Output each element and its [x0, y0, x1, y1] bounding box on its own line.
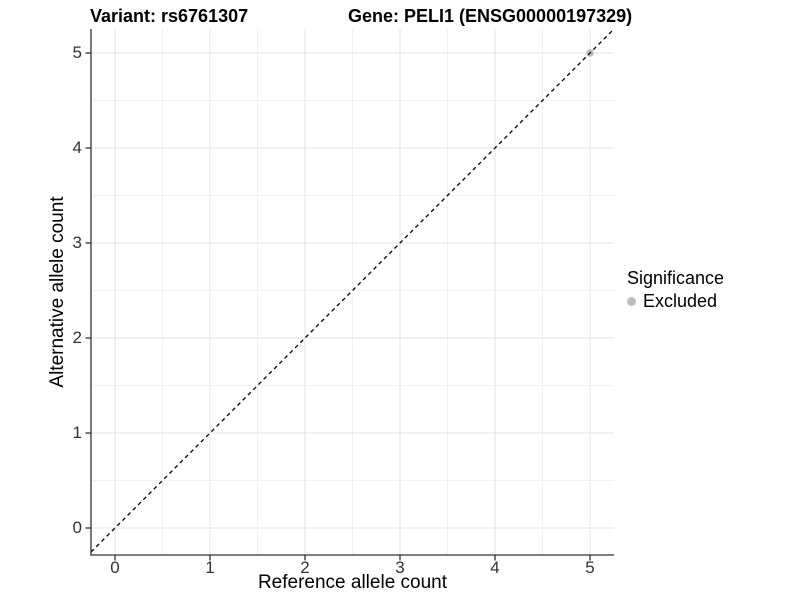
x-tick-label: 3 [395, 558, 405, 577]
y-tick-label: 5 [72, 43, 82, 62]
y-tick-label: 3 [72, 233, 82, 252]
legend: Significance Excluded [627, 268, 724, 311]
plot-title-gene: Gene: PELI1 (ENSG00000197329) [348, 6, 633, 26]
x-axis-title: Reference allele count [257, 572, 448, 593]
x-tick-label: 4 [490, 558, 500, 577]
legend-entry-label: Excluded [643, 291, 718, 311]
excluded-point-icon [627, 296, 636, 306]
identity-line [90, 28, 615, 553]
minor-gridlines [91, 29, 614, 555]
y-tick-label: 0 [72, 518, 82, 537]
y-tick-label: 4 [72, 138, 82, 157]
plot-title-variant: Variant: rs6761307 [90, 6, 249, 26]
axis-lines [90, 29, 614, 556]
x-tick-label: 0 [110, 558, 120, 577]
y-tick-label: 1 [72, 423, 82, 442]
axis-tick-marks [85, 52, 591, 561]
major-gridlines [91, 29, 614, 555]
legend-entry-excluded: Excluded [627, 291, 724, 311]
x-tick-label: 1 [205, 558, 215, 577]
y-tick-label: 2 [72, 328, 82, 347]
identity-line-layer [90, 28, 615, 553]
x-tick-label: 2 [300, 558, 310, 577]
x-tick-label: 5 [585, 558, 595, 577]
legend-title: Significance [627, 268, 725, 288]
